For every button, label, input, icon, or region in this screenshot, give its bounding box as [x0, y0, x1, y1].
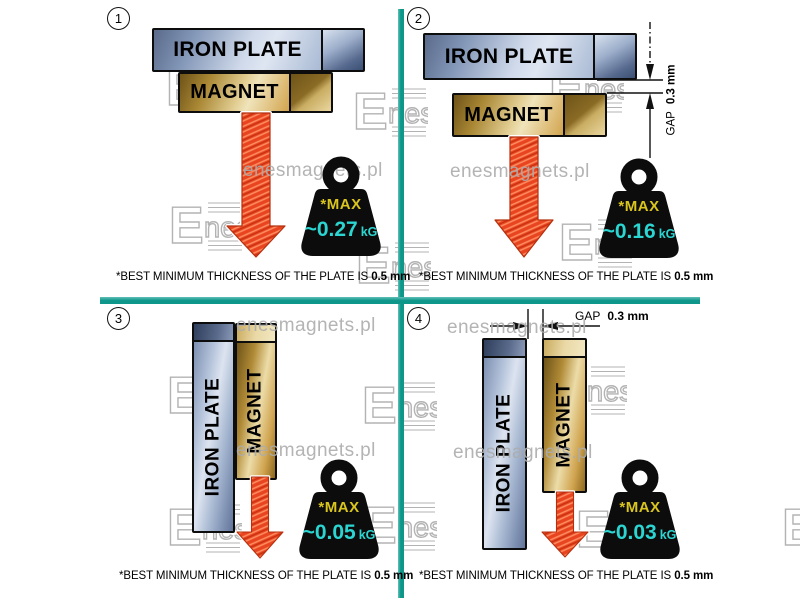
magnet-end-cap	[289, 74, 331, 111]
panel-2-number-badge: 2	[407, 7, 430, 30]
weight-value: ~0.16 kG	[602, 220, 676, 243]
weight-max-label: *MAX	[318, 499, 360, 516]
weight-icon: *MAX ~0.05 kG	[293, 455, 385, 563]
svg-text:nes: nes	[391, 252, 431, 284]
weight-icon: *MAX ~0.03 kG	[594, 455, 686, 563]
svg-text:E: E	[353, 83, 388, 138]
iron-plate-top-cap	[194, 324, 233, 342]
magnet-bar: MAGNET	[178, 72, 333, 113]
iron-plate-label: IRON PLATE	[444, 44, 574, 68]
panel-4-number-badge: 4	[407, 307, 430, 330]
panel-3-note: *BEST MINIMUM THICKNESS OF THE PLATE IS …	[119, 570, 414, 582]
gap-dimension-lines	[597, 22, 663, 158]
svg-text:E: E	[362, 377, 397, 432]
site-watermark: enesmagnets.pl	[236, 315, 376, 336]
svg-text:nes: nes	[587, 376, 627, 408]
iron-plate-bar-vertical: IRON PLATE	[482, 338, 527, 550]
weight-max-label: *MAX	[618, 198, 660, 215]
pull-force-arrow	[226, 111, 287, 259]
magnet-top-cap	[237, 325, 275, 343]
svg-text:E: E	[782, 499, 800, 554]
weight-max-label: *MAX	[320, 196, 362, 213]
panel-1-number-badge: 1	[107, 7, 130, 30]
magnet-bar-vertical: MAGNET	[235, 323, 277, 480]
weight-value: ~0.03 kG	[603, 521, 677, 544]
panel-3-number-badge: 3	[107, 307, 130, 330]
iron-plate-label: IRON PLATE	[173, 38, 302, 61]
weight-value: ~0.27 kG	[304, 218, 378, 241]
svg-text:nes: nes	[388, 98, 428, 130]
divider-horizontal	[100, 297, 700, 304]
panel-1-note: *BEST MINIMUM THICKNESS OF THE PLATE IS …	[116, 271, 411, 283]
iron-plate-top-cap	[484, 340, 525, 358]
svg-text:E: E	[559, 214, 594, 269]
weight-max-label: *MAX	[619, 499, 661, 516]
panel-2-note: *BEST MINIMUM THICKNESS OF THE PLATE IS …	[419, 271, 714, 283]
magnet-label: MAGNET	[190, 81, 279, 103]
panel-4-note: *BEST MINIMUM THICKNESS OF THE PLATE IS …	[419, 570, 714, 582]
gap-label: GAP0.3 mm	[665, 64, 677, 136]
iron-plate-bar: IRON PLATE	[423, 33, 637, 80]
svg-text:E: E	[169, 197, 204, 252]
gap-dimension-lines	[490, 309, 600, 357]
weight-icon: *MAX ~0.27 kG	[295, 152, 387, 260]
magnet-top-cap	[544, 340, 585, 358]
magnet-bar-vertical: MAGNET	[542, 338, 587, 493]
iron-plate-end-cap	[593, 35, 635, 78]
site-watermark: enesmagnets.pl	[450, 161, 590, 182]
magnet-end-cap	[563, 95, 605, 135]
iron-plate-end-cap	[321, 30, 363, 70]
site-watermark: enesmagnets.pl	[236, 440, 376, 461]
iron-plate-bar-vertical: IRON PLATE	[192, 322, 235, 533]
weight-value: ~0.05 kG	[302, 521, 376, 544]
site-watermark: enesmagnets.pl	[453, 442, 593, 463]
pull-force-arrow	[235, 475, 285, 560]
weight-icon: *MAX ~0.16 kG	[593, 154, 685, 262]
iron-plate-bar: IRON PLATE	[152, 28, 365, 72]
pull-force-arrow	[540, 490, 590, 559]
site-watermark: enesmagnets.pl	[447, 317, 587, 338]
iron-plate-label: IRON PLATE	[202, 377, 224, 496]
magnet-label: MAGNET	[464, 103, 553, 126]
pull-force-arrow	[494, 135, 555, 259]
